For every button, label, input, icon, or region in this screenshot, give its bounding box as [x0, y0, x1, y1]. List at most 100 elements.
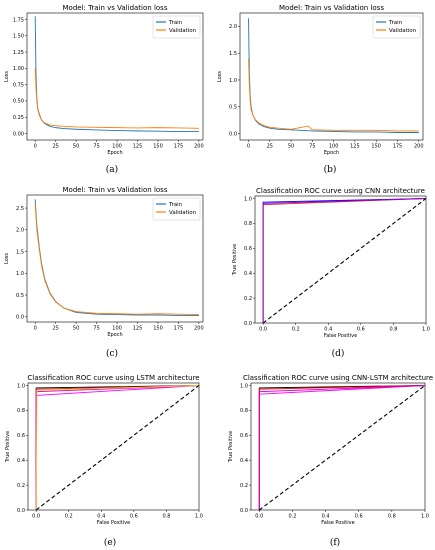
y-axis-label: Loss [217, 71, 223, 82]
y-tick-label: 1.5 [16, 249, 24, 255]
x-tick-label: 1.0 [422, 327, 430, 333]
series-line-2 [34, 203, 199, 316]
y-tick-label: 1.0 [16, 271, 24, 277]
y-tick-label: 0.6 [17, 433, 25, 439]
chart-title: Classification ROC curve using LSTM arch… [27, 374, 199, 382]
series-line-1 [35, 385, 200, 510]
x-axis-label: False Positive [321, 520, 354, 526]
x-tick-label: 75 [93, 326, 99, 332]
x-tick-label: 50 [288, 144, 294, 150]
plot-frame [26, 12, 204, 141]
y-tick-label: 0.5 [16, 293, 24, 299]
y-tick-label: 0.0 [244, 321, 252, 327]
x-tick-label: 50 [73, 326, 79, 332]
y-axis-label: True Positive [232, 244, 238, 276]
y-tick-label: 0.4 [240, 458, 248, 464]
series-line-4 [35, 385, 200, 510]
x-tick-label: 0.2 [292, 327, 300, 333]
x-tick-label: 175 [174, 326, 184, 332]
y-tick-label: 0.0 [240, 508, 248, 514]
x-tick-label: 0.0 [259, 327, 267, 333]
y-tick-label: 0.6 [240, 433, 248, 439]
x-tick-label: 1.0 [421, 514, 429, 520]
x-axis-label: False Positive [97, 520, 130, 526]
x-tick-label: 150 [153, 144, 163, 150]
chart-title: Model: Train vs Validation loss [63, 4, 168, 12]
y-tick-label: 2.5 [16, 206, 24, 212]
plot-frame [250, 382, 426, 511]
plot-frame [254, 195, 427, 324]
y-tick-label: 1.50 [13, 34, 24, 40]
y-tick-label: 1.25 [13, 50, 24, 56]
y-tick-label: 0.0 [16, 315, 24, 321]
x-tick-label: 0.2 [65, 514, 73, 520]
y-tick-label: 1.0 [17, 383, 25, 389]
y-tick-label: 0.5 [229, 105, 237, 111]
x-tick-label: 175 [174, 144, 184, 150]
series-line-3 [35, 385, 200, 510]
panel-label: (a) [106, 164, 118, 175]
y-tick-label: 2.0 [16, 228, 24, 234]
chart-title: Classification ROC curve using CNN-LSTM … [243, 374, 433, 382]
legend-entry: Validation [169, 28, 197, 34]
x-axis-label: False Positive [324, 333, 357, 339]
x-tick-label: 0.0 [32, 514, 40, 520]
y-tick-label: 0.2 [17, 483, 25, 489]
x-tick-label: 0 [34, 144, 37, 150]
chart-title: Model: Train vs Validation loss [63, 186, 168, 194]
legend: Train Validation [372, 15, 421, 39]
series-line-2 [35, 385, 200, 510]
x-axis-label: Epoch [107, 332, 122, 338]
chart-panel-2: Model: Train vs Validation loss 0 25 50 75 10… [217, 4, 424, 175]
y-tick-label: 0.8 [240, 408, 248, 414]
x-tick-label: 150 [371, 144, 381, 150]
y-tick-label: 0.4 [244, 271, 252, 277]
x-axis-label: Epoch [107, 150, 122, 156]
chart-panel-1: Model: Train vs Validation loss 0 25 50 75 10… [4, 4, 204, 175]
plot-frame [239, 12, 424, 141]
y-axis-label: True Positive [228, 431, 234, 463]
y-tick-label: 1.00 [13, 66, 24, 72]
legend: Train Validation [152, 197, 201, 221]
x-tick-label: 125 [133, 326, 143, 332]
legend-entry: Validation [169, 210, 197, 216]
x-tick-label: 0.8 [389, 327, 397, 333]
y-tick-label: 0.4 [17, 458, 25, 464]
series-line-3 [262, 198, 427, 323]
x-tick-label: 25 [267, 144, 273, 150]
x-tick-label: 100 [329, 144, 339, 150]
legend-entry: Train [168, 20, 183, 26]
y-tick-label: 0.0 [229, 131, 237, 137]
y-tick-label: 1.75 [13, 17, 24, 23]
y-tick-label: 1.5 [229, 51, 237, 57]
y-tick-label: 0.2 [244, 296, 252, 302]
x-tick-label: 0.6 [355, 514, 363, 520]
x-tick-label: 100 [112, 326, 122, 332]
y-tick-label: 1.0 [240, 383, 248, 389]
legend-entry: Train [388, 20, 403, 26]
chart-title: Model: Train vs Validation loss [279, 4, 384, 12]
chart-panel-3: Model: Train vs Validation loss 0 25 50 75 10… [4, 186, 204, 359]
y-tick-label: 0.50 [13, 99, 24, 105]
chart-panel-6: Classification ROC curve using CNN-LSTM … [228, 374, 433, 548]
x-tick-label: 0.6 [130, 514, 138, 520]
y-axis-label: Loss [4, 71, 10, 82]
x-tick-label: 50 [73, 144, 79, 150]
y-axis-label: Loss [4, 253, 10, 264]
plot-frame [27, 382, 200, 511]
x-tick-label: 25 [52, 144, 58, 150]
x-tick-label: 175 [393, 144, 403, 150]
x-tick-label: 0.4 [97, 514, 105, 520]
x-tick-label: 125 [350, 144, 360, 150]
y-axis-label: True Positive [5, 431, 11, 463]
x-tick-label: 125 [133, 144, 143, 150]
x-tick-label: 0.6 [357, 327, 365, 333]
panel-label: (b) [324, 164, 337, 175]
plot-frame [26, 194, 204, 323]
x-tick-label: 75 [93, 144, 99, 150]
y-tick-label: 2.0 [229, 24, 237, 30]
x-tick-label: 0.2 [288, 514, 296, 520]
series-line-2 [248, 58, 419, 132]
x-tick-label: 0 [247, 144, 250, 150]
